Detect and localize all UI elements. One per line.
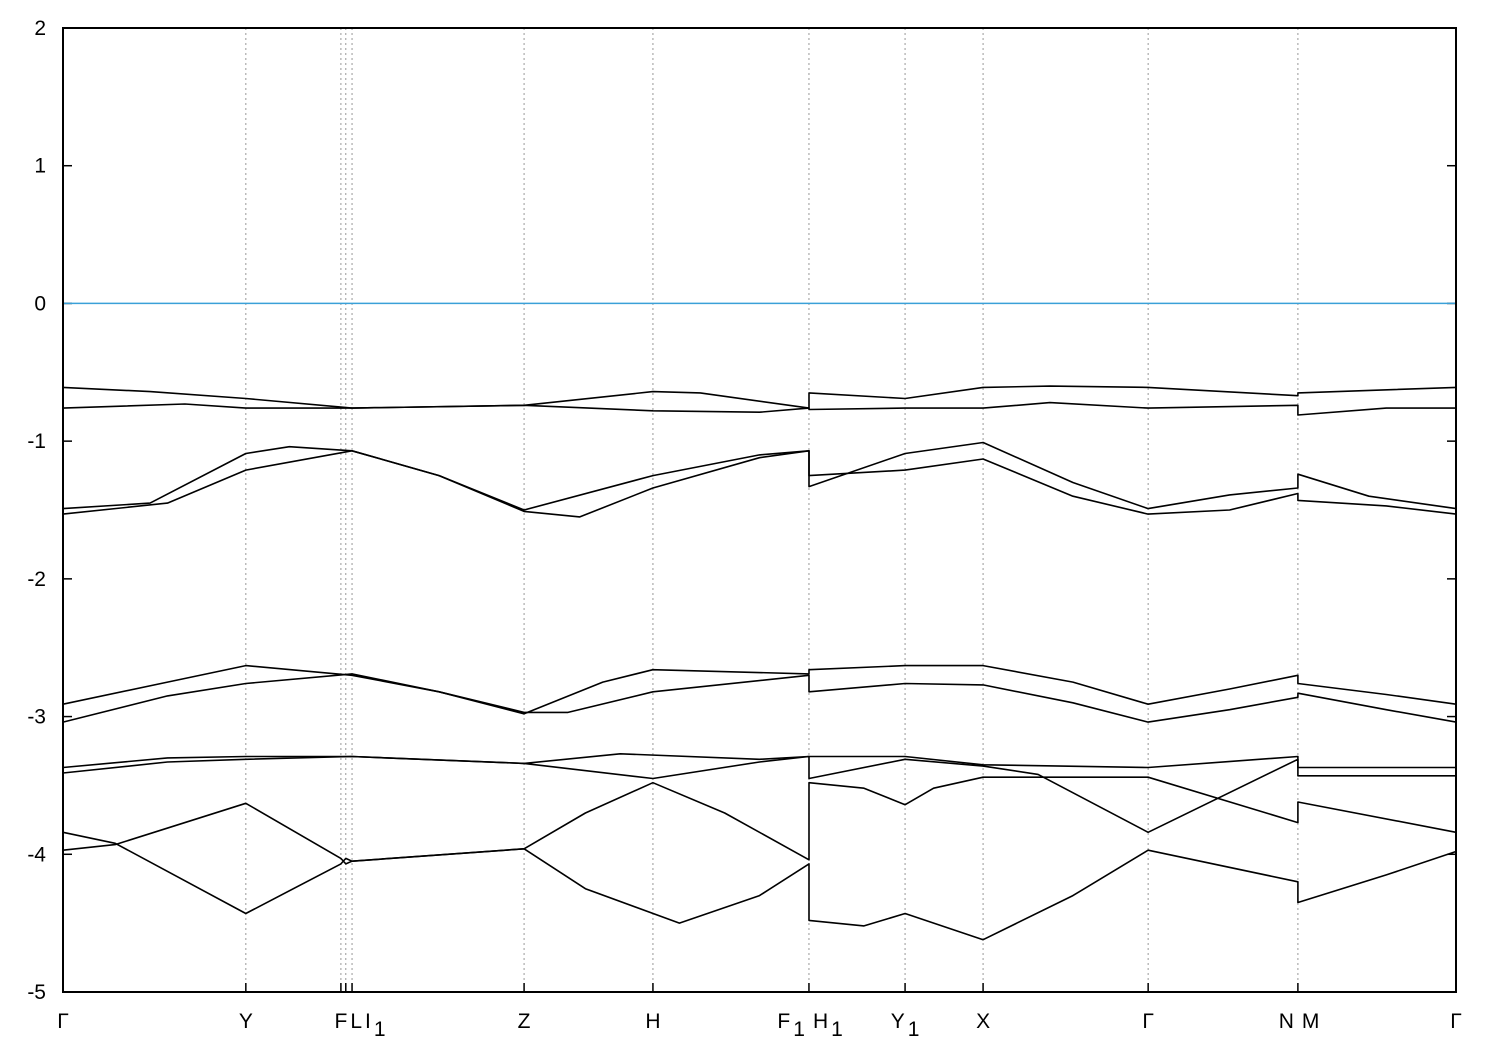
y-tick-label: -2 [27,568,46,591]
x-tick-label-subscript: 1 [908,1018,920,1041]
band-line [62,673,1457,723]
bands [62,385,1457,941]
band-line [62,776,1457,865]
x-tick-label-text: Γ [57,1010,69,1033]
y-tick-label: 0 [34,292,46,315]
x-tick-label-text: Z [518,1010,531,1033]
y-tick-label: -4 [27,843,46,866]
plot-frame [62,27,1457,993]
x-tick-label: Γ [57,1010,69,1033]
x-tick-label-text: M [1302,1010,1320,1033]
x-tick-label-subscript: 1 [374,1018,386,1041]
x-tick-label: F [334,1010,347,1033]
y-tick-label: -5 [27,981,46,1004]
band-line [62,385,1457,409]
x-tick-label-text: Γ [1142,1010,1154,1033]
y-tick-label: 1 [34,155,46,178]
x-tick-label: N [1279,1010,1294,1033]
band-line [62,441,1457,511]
y-tick-label: 2 [34,17,46,40]
x-tick-label-text: F [334,1010,347,1033]
x-tick-label: H [645,1010,660,1033]
band-line [62,449,1457,518]
x-tick-label-text: H [813,1010,828,1033]
x-tick-label-text: Y [239,1010,253,1033]
x-tick-label-text: X [976,1010,990,1033]
band-line [62,664,1457,715]
x-tick-label: M [1302,1010,1320,1033]
x-tick-label-subscript: 1 [793,1018,805,1041]
y-tick-label: -3 [27,706,46,729]
x-tick-label: X [976,1010,990,1033]
y-axis: -5 -4 -3 -2 -1 0 1 2 [27,17,1456,1004]
x-tick-label-text: I [365,1010,371,1033]
x-tick-label: Γ [1142,1010,1154,1033]
x-tick-label-subscript: 1 [831,1018,843,1041]
band-line [62,755,1456,834]
x-tick-label-text: H [645,1010,660,1033]
band-line [62,831,1457,941]
y-tick-label: -1 [27,430,46,453]
band-line [62,752,1456,769]
x-tick-label: Z [518,1010,531,1033]
x-tick-label: L [350,1010,362,1033]
x-tick-label: Y [239,1010,253,1033]
vertical-gridlines [245,28,1299,992]
x-tick-label-text: Γ [1450,1010,1462,1033]
x-tick-label-text: F [777,1010,790,1033]
x-tick-label-text: N [1279,1010,1294,1033]
x-tick-label-text: L [350,1010,362,1033]
x-tick-label-text: Y [891,1010,905,1033]
x-tick-label: Γ [1450,1010,1462,1033]
band-line [62,401,1456,416]
